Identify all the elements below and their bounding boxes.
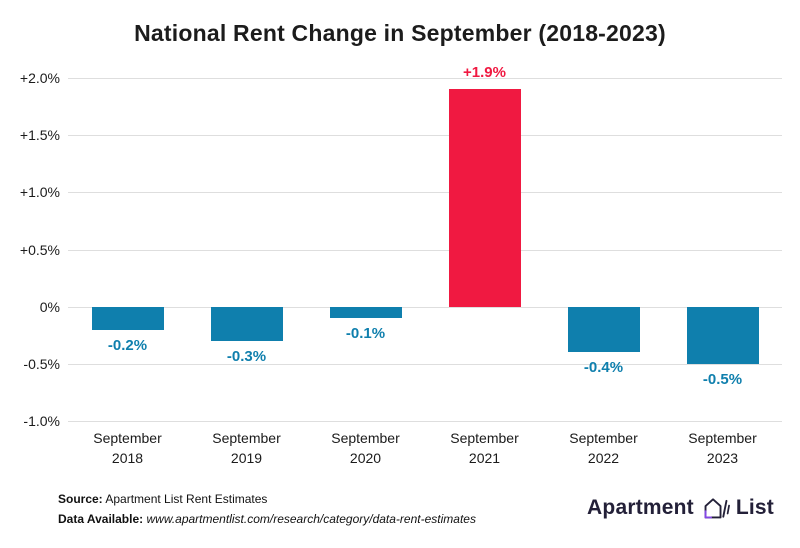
bar-value-label: -0.5%: [702, 370, 743, 388]
data-available-line: Data Available: www.apartmentlist.com/re…: [58, 509, 476, 529]
gridline: [68, 363, 782, 365]
x-axis-label: September 2023: [688, 430, 757, 466]
gridline: [68, 78, 782, 79]
apartment-list-logo: Apartment List: [587, 494, 774, 522]
logo-word-apartment: Apartment: [587, 496, 694, 519]
bar-september-2019: [210, 306, 283, 341]
gridline: [68, 135, 782, 137]
bar-september-2020: [329, 306, 402, 319]
data-available-label: Data Available:: [58, 512, 144, 526]
x-axis-label: September 2018: [93, 430, 162, 466]
plot-area: -0.2% -0.3% -0.1% +1.9% -0.4% -0.5%: [68, 64, 782, 422]
source-text: Apartment List Rent Estimates: [102, 492, 268, 506]
y-tick-label: +2.0%: [19, 70, 60, 86]
footer-notes: Source: Apartment List Rent Estimates Da…: [58, 489, 476, 529]
gridline: [68, 421, 782, 422]
bar-september-2018: [91, 306, 164, 330]
bar-value-label: -0.4%: [583, 359, 624, 377]
y-tick-label: 0%: [39, 298, 60, 315]
y-axis: +2.0% +1.5% +1.0% +0.5% 0% -0.5% -1.0%: [0, 70, 60, 429]
x-axis-label: September 2020: [331, 430, 400, 466]
chart-title: National Rent Change in September (2018-…: [134, 20, 666, 46]
bar-september-2022: [567, 306, 640, 353]
bar-value-label: -0.3%: [226, 347, 267, 365]
y-tick-label: +1.0%: [19, 184, 60, 201]
gridline: [68, 192, 782, 194]
y-tick-label: +0.5%: [19, 241, 60, 258]
y-tick-label: -0.5%: [23, 355, 60, 372]
x-axis-label: September 2021: [450, 430, 519, 466]
y-tick-label: -1.0%: [23, 413, 60, 429]
source-label: Source:: [58, 492, 103, 506]
logo-word-list: List: [735, 496, 774, 519]
house-icon: [700, 494, 730, 522]
source-line: Source: Apartment List Rent Estimates: [58, 489, 476, 509]
bar-september-2023: [686, 306, 759, 364]
y-tick-label: +1.5%: [19, 127, 60, 144]
bar-september-2021: [448, 89, 521, 307]
x-axis-label: September 2022: [569, 430, 638, 466]
bar-value-label: -0.2%: [107, 336, 148, 354]
x-axis: September 2018 September 2019 September 2020 S…: [68, 428, 782, 472]
gridline: [68, 249, 782, 251]
bar-value-label: -0.1%: [345, 325, 386, 343]
bar-value-label: +1.9%: [463, 64, 506, 82]
data-available-url: www.apartmentlist.com/research/category/…: [143, 512, 476, 526]
x-axis-label: September 2019: [212, 430, 281, 466]
gridline: [68, 306, 782, 308]
